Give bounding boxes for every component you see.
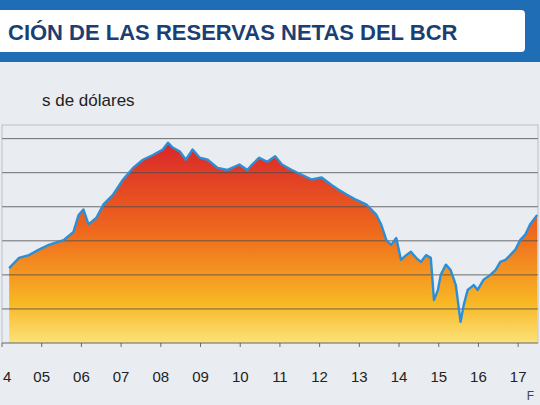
x-tick — [399, 343, 400, 347]
x-axis: 4 05 06 07 08 09 10 11 12 13 14 15 16 17 — [2, 343, 526, 385]
line-group — [9, 143, 537, 322]
x-tick — [359, 343, 360, 347]
title-box — [0, 10, 525, 52]
grid — [2, 139, 538, 343]
x-tick-label: 16 — [470, 368, 487, 385]
x-tick-label: 13 — [351, 368, 368, 385]
x-tick — [81, 343, 82, 347]
line — [9, 143, 537, 322]
x-tick-label: 09 — [192, 368, 209, 385]
x-tick — [518, 343, 519, 347]
x-tick-label: 05 — [33, 368, 50, 385]
x-tick — [240, 343, 241, 347]
x-tick-label: 06 — [73, 368, 90, 385]
source: F — [527, 389, 534, 403]
background — [0, 0, 540, 405]
x-tick-label: 14 — [391, 368, 408, 385]
grid-line — [2, 138, 538, 139]
x-tick — [200, 343, 201, 347]
x-tick — [121, 343, 122, 347]
x-tick-label: 11 — [272, 368, 288, 385]
grid-line — [2, 274, 538, 275]
title: CIÓN DE LAS RESERVAS NETAS DEL BCR — [8, 20, 458, 45]
grid-line — [2, 206, 538, 207]
subtitle: s de dólares — [42, 91, 135, 110]
x-tick — [438, 343, 439, 347]
x-tick-label: 4 — [3, 368, 11, 385]
x-tick-label: 12 — [311, 368, 328, 385]
chart: CIÓN DE LAS RESERVAS NETAS DEL BCR s de d… — [0, 0, 540, 405]
x-tick-label: 17 — [510, 368, 527, 385]
x-tick — [160, 343, 161, 347]
plot-frame — [2, 125, 538, 343]
grid-line — [2, 240, 538, 241]
x-tick-label: 10 — [232, 368, 249, 385]
x-tick — [478, 343, 479, 347]
x-tick-label: 08 — [152, 368, 169, 385]
x-tick — [279, 343, 280, 347]
x-tick — [41, 343, 42, 347]
grid-line — [2, 172, 538, 173]
grid-line — [2, 308, 538, 309]
x-tick — [319, 343, 320, 347]
x-tick-label: 07 — [113, 368, 130, 385]
x-tick-label: 15 — [430, 368, 447, 385]
x-tick — [2, 343, 3, 347]
